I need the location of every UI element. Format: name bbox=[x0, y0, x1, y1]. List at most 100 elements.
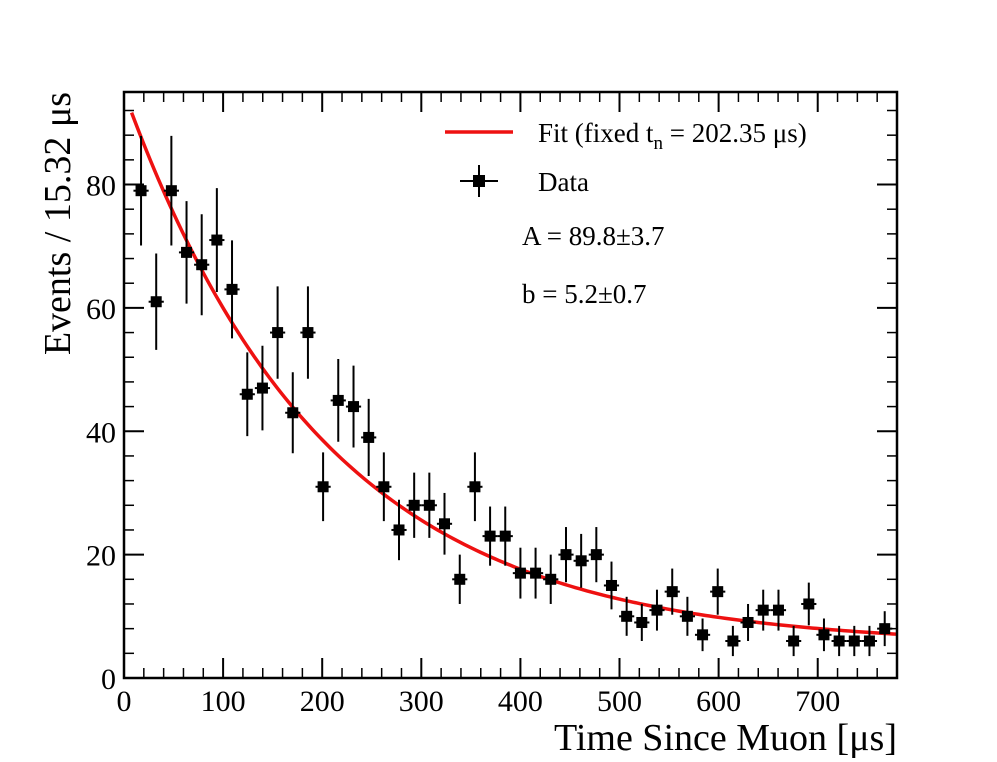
data-marker bbox=[135, 185, 147, 197]
plot-frame bbox=[122, 90, 899, 680]
data-point bbox=[300, 286, 316, 379]
data-marker bbox=[651, 604, 663, 616]
data-marker bbox=[348, 401, 360, 413]
data-marker bbox=[590, 549, 602, 561]
data-marker bbox=[727, 635, 739, 647]
x-axis-title: Time Since Muon [μs] bbox=[554, 717, 897, 759]
x-tick-label: 300 bbox=[399, 685, 444, 718]
data-marker bbox=[605, 579, 617, 591]
y-axis-title: Events / 15.32 μs bbox=[37, 92, 79, 355]
data-point bbox=[877, 611, 893, 647]
data-marker bbox=[196, 259, 208, 271]
ticks-layer bbox=[123, 92, 898, 679]
data-point bbox=[330, 359, 346, 442]
data-marker bbox=[621, 610, 633, 622]
data-point bbox=[573, 533, 589, 588]
data-marker bbox=[408, 499, 420, 511]
y-tick-label: 40 bbox=[86, 416, 116, 449]
data-marker bbox=[681, 610, 693, 622]
data-point bbox=[861, 625, 878, 657]
annotation-amplitude: A = 89.8±3.7 bbox=[522, 221, 665, 251]
fit-curve bbox=[129, 111, 898, 636]
data-point bbox=[786, 625, 802, 657]
data-point bbox=[254, 345, 271, 431]
y-tick-label: 60 bbox=[86, 293, 116, 326]
x-tick-label: 200 bbox=[300, 685, 345, 718]
data-marker bbox=[530, 567, 542, 579]
data-point bbox=[649, 589, 665, 631]
data-marker bbox=[287, 407, 299, 419]
data-marker bbox=[256, 382, 268, 394]
data-point bbox=[178, 201, 195, 304]
data-point bbox=[543, 554, 559, 604]
data-marker bbox=[545, 573, 557, 585]
ticklabel-layer: 0 100 200 300 400 500 600 700 0 20 40 60 80 bbox=[86, 170, 840, 718]
data-marker bbox=[454, 573, 466, 585]
data-marker bbox=[469, 481, 481, 493]
data-point bbox=[270, 286, 286, 379]
legend-data-marker bbox=[473, 175, 485, 187]
annotation-background: b = 5.2±0.7 bbox=[522, 279, 647, 309]
data-marker bbox=[363, 431, 375, 443]
data-marker bbox=[317, 481, 329, 493]
data-point bbox=[497, 506, 513, 566]
data-point bbox=[163, 135, 179, 246]
data-point bbox=[376, 452, 392, 522]
data-point bbox=[725, 625, 741, 657]
data-marker bbox=[393, 524, 405, 536]
data-marker bbox=[848, 635, 860, 647]
data-marker bbox=[772, 604, 784, 616]
data-point bbox=[421, 472, 437, 538]
data-marker bbox=[879, 623, 891, 635]
data-marker bbox=[697, 629, 709, 641]
data-point bbox=[239, 352, 255, 437]
data-point bbox=[436, 492, 453, 555]
data-marker bbox=[165, 185, 177, 197]
data-marker bbox=[514, 567, 526, 579]
x-tick-label: 700 bbox=[795, 685, 840, 718]
data-marker bbox=[378, 481, 390, 493]
data-marker bbox=[818, 629, 830, 641]
data-point bbox=[148, 253, 164, 350]
x-tick-label: 500 bbox=[597, 685, 642, 718]
data-point bbox=[224, 240, 240, 339]
data-point bbox=[664, 568, 680, 615]
data-point bbox=[512, 547, 529, 599]
data-point bbox=[740, 603, 756, 641]
x-tick-label: 400 bbox=[498, 685, 543, 718]
data-point bbox=[603, 561, 620, 610]
data-marker bbox=[788, 635, 800, 647]
data-marker bbox=[484, 530, 496, 542]
data-point bbox=[194, 214, 210, 316]
x-tick-label: 100 bbox=[201, 685, 246, 718]
legend-fit-prefix: Fit (fixed t bbox=[538, 118, 654, 148]
legend-fit-label: Fit (fixed tn = 202.35 μs) bbox=[538, 118, 807, 154]
data-marker bbox=[150, 296, 162, 308]
data-marker bbox=[226, 283, 238, 295]
legend-fit-subscript: n bbox=[654, 133, 664, 154]
data-point bbox=[482, 506, 498, 566]
data-point bbox=[467, 452, 483, 522]
fit-layer bbox=[129, 111, 898, 636]
data-marker bbox=[863, 635, 875, 647]
data-marker bbox=[181, 246, 193, 258]
data-marker bbox=[438, 518, 450, 530]
data-point bbox=[527, 547, 544, 599]
data-marker bbox=[757, 604, 769, 616]
data-marker bbox=[302, 327, 314, 339]
data-point bbox=[755, 589, 771, 631]
data-marker bbox=[499, 530, 511, 542]
data-point bbox=[710, 568, 726, 615]
x-tick-label: 600 bbox=[696, 685, 741, 718]
data-point bbox=[406, 472, 422, 538]
data-marker bbox=[636, 616, 648, 628]
data-marker bbox=[332, 394, 344, 406]
data-point bbox=[345, 365, 362, 448]
data-point bbox=[770, 589, 787, 631]
data-point bbox=[391, 499, 407, 561]
legend-data-label: Data bbox=[538, 167, 589, 197]
y-tick-label: 80 bbox=[86, 170, 116, 203]
data-marker bbox=[575, 555, 587, 567]
